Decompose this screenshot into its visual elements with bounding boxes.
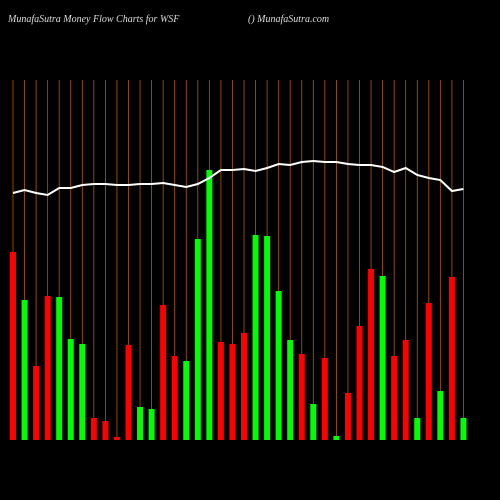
bar bbox=[21, 300, 28, 440]
bar bbox=[102, 421, 109, 440]
bar bbox=[241, 333, 247, 440]
bar bbox=[148, 409, 155, 440]
bar bbox=[206, 170, 213, 440]
bar bbox=[171, 356, 178, 440]
bar bbox=[391, 356, 398, 440]
bar bbox=[194, 239, 201, 440]
bar bbox=[33, 366, 40, 440]
bar bbox=[67, 339, 74, 440]
bar bbox=[44, 296, 51, 440]
chart-title: MunafaSutra Money Flow Charts for WSF bbox=[7, 14, 180, 25]
bar bbox=[344, 393, 351, 440]
chart-subtitle: () MunafaSutra.com bbox=[248, 14, 329, 25]
bar bbox=[183, 361, 190, 440]
bar bbox=[264, 236, 271, 440]
bar bbox=[310, 404, 317, 440]
bar bbox=[356, 326, 363, 440]
bar bbox=[125, 345, 132, 440]
bar bbox=[460, 418, 467, 440]
bar bbox=[379, 276, 386, 440]
bar bbox=[217, 342, 224, 440]
bar bbox=[113, 437, 120, 440]
bar bbox=[402, 340, 409, 440]
bar bbox=[229, 344, 236, 440]
bar bbox=[160, 305, 167, 440]
bar bbox=[79, 344, 86, 440]
bar bbox=[137, 407, 144, 440]
bar bbox=[287, 340, 294, 440]
bar bbox=[10, 252, 16, 440]
bar bbox=[437, 391, 444, 440]
bar bbox=[448, 277, 455, 440]
bar bbox=[252, 235, 259, 440]
bar bbox=[368, 269, 375, 440]
bar bbox=[425, 303, 432, 440]
bar bbox=[56, 297, 63, 440]
money-flow-line bbox=[12, 159, 464, 197]
bar bbox=[321, 358, 328, 440]
bar bbox=[333, 436, 340, 440]
bar bbox=[414, 418, 421, 440]
bar bbox=[298, 354, 305, 440]
bar bbox=[275, 291, 282, 440]
bar bbox=[90, 418, 97, 440]
